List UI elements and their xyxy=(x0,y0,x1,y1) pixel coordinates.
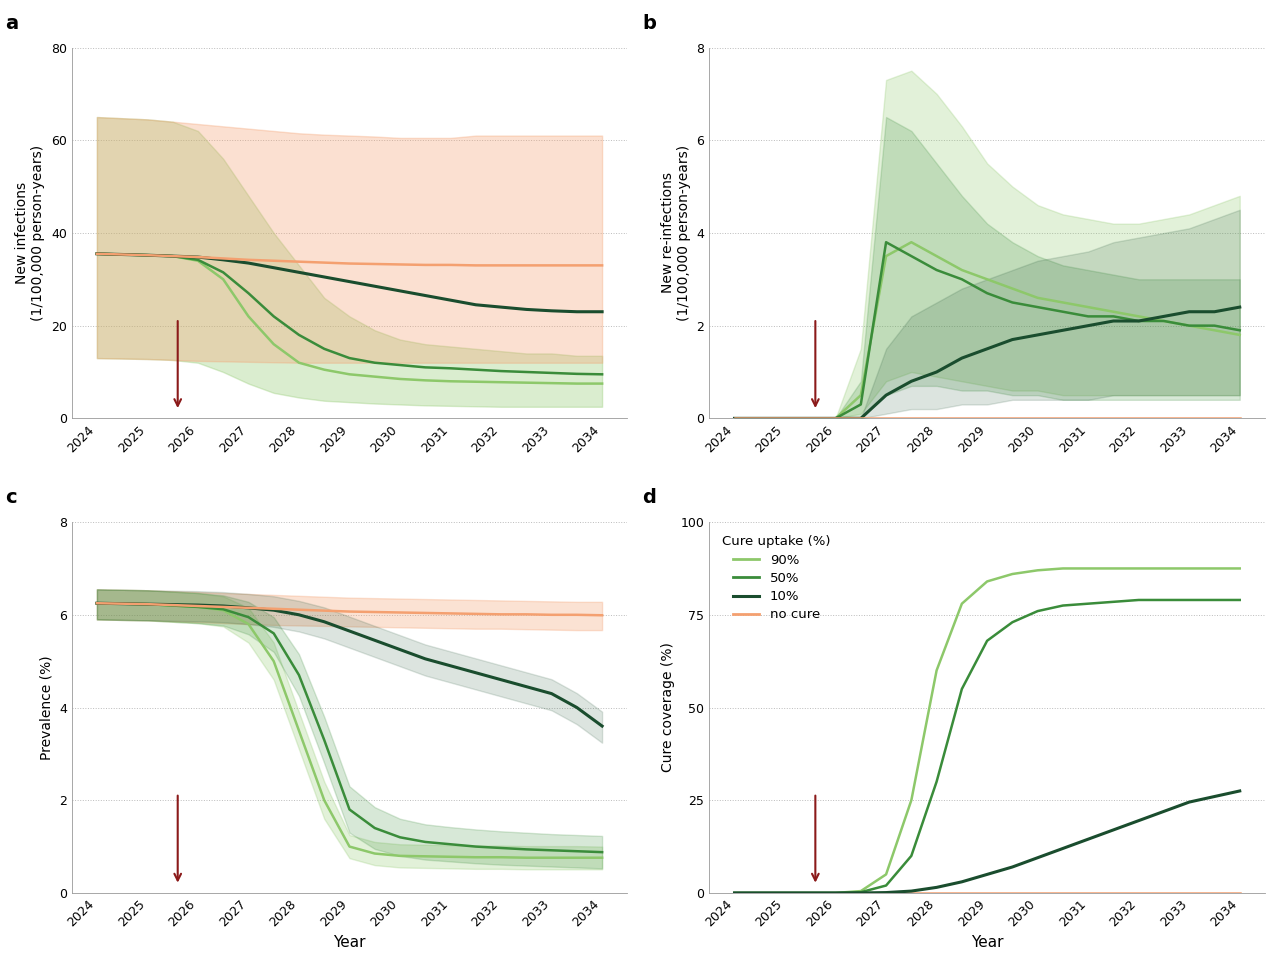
Text: d: d xyxy=(643,488,657,508)
X-axis label: Year: Year xyxy=(333,935,366,950)
Y-axis label: New infections
(1/100,000 person-years): New infections (1/100,000 person-years) xyxy=(15,145,45,321)
Y-axis label: Cure coverage (%): Cure coverage (%) xyxy=(660,643,675,772)
Text: a: a xyxy=(5,14,18,33)
Legend: 90%, 50%, 10%, no cure: 90%, 50%, 10%, no cure xyxy=(716,529,837,628)
Y-axis label: New re-infections
(1/100,000 person-years): New re-infections (1/100,000 person-year… xyxy=(660,145,691,321)
Text: b: b xyxy=(643,14,657,33)
X-axis label: Year: Year xyxy=(970,935,1004,950)
Y-axis label: Prevalence (%): Prevalence (%) xyxy=(40,655,54,759)
Text: c: c xyxy=(5,488,17,508)
